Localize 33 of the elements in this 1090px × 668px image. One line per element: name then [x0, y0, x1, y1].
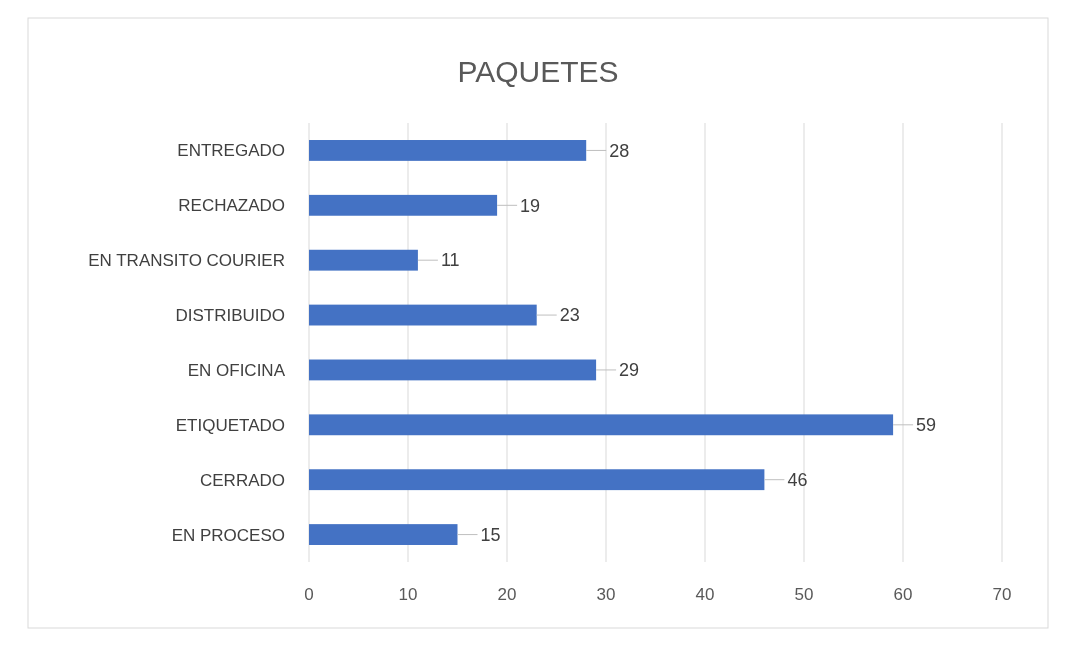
x-tick-label: 20: [497, 584, 517, 604]
data-label: 28: [609, 140, 630, 161]
y-tick-label: ENTREGADO: [177, 141, 285, 161]
bar: [309, 304, 537, 326]
bar: [309, 524, 458, 545]
x-tick-label: 0: [304, 584, 314, 604]
y-tick-label: EN OFICINA: [187, 360, 286, 380]
x-tick-label: 40: [695, 584, 715, 604]
data-label: 11: [440, 250, 460, 271]
bar: [309, 140, 587, 161]
data-label: 59: [916, 415, 937, 436]
y-tick-label: RECHAZADO: [178, 196, 285, 216]
data-label: 23: [559, 305, 580, 326]
chart-title: PAQUETES: [457, 55, 619, 88]
bar: [309, 249, 418, 271]
data-label: 19: [520, 195, 541, 216]
bar: [309, 414, 894, 436]
y-tick-label: CERRADO: [199, 470, 285, 490]
bar: [309, 194, 498, 216]
x-tick-label: 70: [992, 584, 1012, 604]
data-label: 46: [787, 469, 808, 490]
y-tick-label: ETIQUETADO: [175, 415, 285, 435]
x-tick-label: 60: [893, 584, 913, 604]
bar: [309, 359, 597, 381]
x-tick-label: 50: [794, 584, 814, 604]
y-tick-label: DISTRIBUIDO: [175, 306, 285, 326]
x-tick-label: 30: [596, 584, 616, 604]
data-label: 29: [619, 360, 640, 381]
bar: [309, 469, 765, 491]
y-tick-label: EN TRANSITO COURIER: [88, 251, 285, 271]
y-tick-label: EN PROCESO: [171, 525, 285, 545]
x-tick-label: 10: [398, 584, 418, 604]
data-label: 15: [480, 524, 501, 545]
